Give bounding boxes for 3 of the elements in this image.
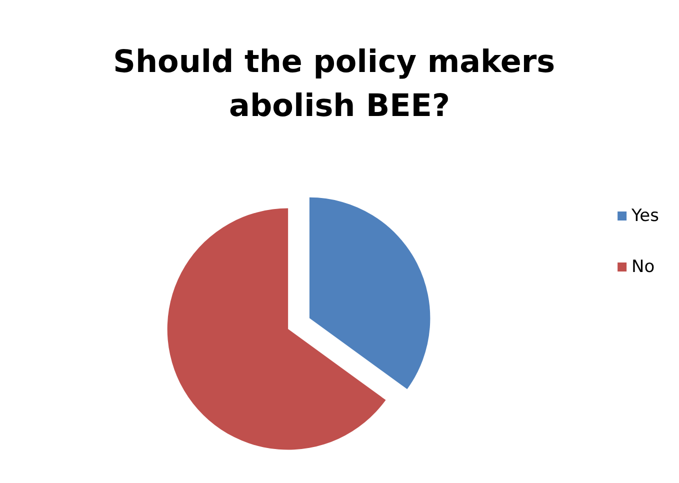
chart-title: Should the policy makers abolish BEE? [113,44,566,124]
legend-label: No [632,257,655,277]
legend-label: Yes [630,206,660,226]
